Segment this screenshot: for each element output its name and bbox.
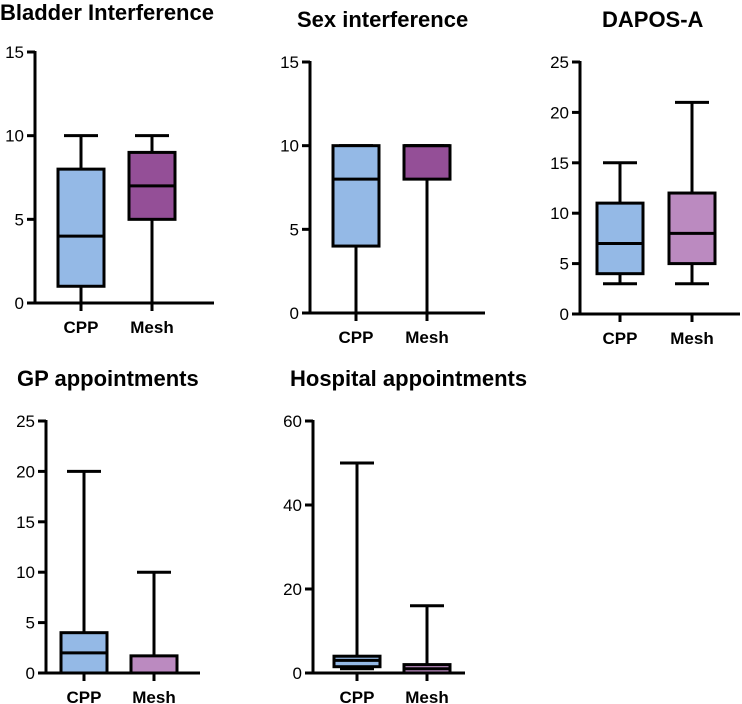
category-label-cpp: CPP bbox=[67, 688, 102, 704]
y-tick-label: 40 bbox=[283, 496, 302, 515]
box-mesh bbox=[667, 191, 717, 266]
box-mesh bbox=[129, 654, 179, 675]
category-label-cpp: CPP bbox=[340, 688, 375, 704]
y-tick-label: 0 bbox=[15, 294, 24, 313]
box-cpp bbox=[595, 201, 645, 276]
y-tick-label: 10 bbox=[550, 204, 569, 223]
chart-title: GP appointments bbox=[17, 366, 199, 391]
category-label-mesh: Mesh bbox=[130, 318, 173, 337]
category-label-mesh: Mesh bbox=[670, 329, 713, 348]
category-label-mesh: Mesh bbox=[132, 688, 175, 704]
y-tick-label: 15 bbox=[16, 513, 35, 532]
category-label-cpp: CPP bbox=[339, 328, 374, 347]
y-tick-label: 20 bbox=[550, 103, 569, 122]
category-label-mesh: Mesh bbox=[405, 328, 448, 347]
chart-title: Sex interference bbox=[297, 7, 468, 32]
category-label-cpp: CPP bbox=[603, 329, 638, 348]
box-cpp bbox=[56, 167, 106, 288]
y-tick-label: 20 bbox=[16, 462, 35, 481]
y-tick-label: 0 bbox=[26, 664, 35, 683]
chart-title: Hospital appointments bbox=[290, 366, 527, 391]
y-tick-label: 60 bbox=[283, 412, 302, 431]
y-tick-label: 0 bbox=[560, 305, 569, 324]
y-tick-label: 15 bbox=[550, 154, 569, 173]
y-tick-label: 0 bbox=[293, 664, 302, 683]
chart-title: Bladder Interference bbox=[0, 0, 214, 25]
y-tick-label: 25 bbox=[16, 412, 35, 431]
box-mesh bbox=[402, 144, 452, 181]
y-tick-label: 15 bbox=[280, 53, 299, 72]
y-tick-label: 5 bbox=[15, 210, 24, 229]
y-tick-label: 10 bbox=[16, 563, 35, 582]
y-tick-label: 10 bbox=[5, 127, 24, 146]
y-tick-label: 5 bbox=[26, 614, 35, 633]
y-tick-label: 15 bbox=[5, 43, 24, 62]
y-tick-label: 0 bbox=[290, 304, 299, 323]
y-tick-label: 20 bbox=[283, 580, 302, 599]
category-label-mesh: Mesh bbox=[405, 688, 448, 704]
category-label-cpp: CPP bbox=[64, 318, 99, 337]
y-tick-label: 5 bbox=[560, 255, 569, 274]
chart-title: DAPOS-A bbox=[602, 7, 704, 32]
y-tick-label: 25 bbox=[550, 53, 569, 72]
y-tick-label: 10 bbox=[280, 137, 299, 156]
y-tick-label: 5 bbox=[290, 220, 299, 239]
box-cpp bbox=[331, 144, 381, 248]
